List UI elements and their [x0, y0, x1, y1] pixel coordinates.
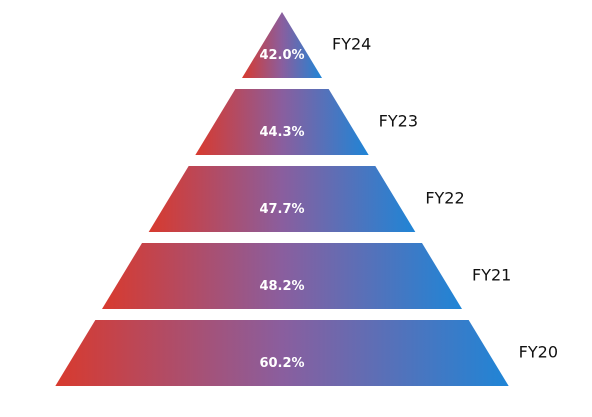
tier-value-label: 47.7% [259, 202, 304, 217]
tier-shape [55, 320, 509, 386]
tier-shape [148, 166, 416, 232]
tier-category-label: FY20 [519, 343, 558, 362]
tier-category-label: FY22 [425, 189, 464, 208]
tier-value-label: 60.2% [259, 356, 304, 371]
tier-category-label: FY24 [332, 35, 371, 54]
tier-value-label: 42.0% [259, 48, 304, 63]
tier-fy20: 60.2% FY20 [55, 320, 558, 386]
tier-shape [195, 89, 369, 155]
tier-fy21: 48.2% FY21 [102, 243, 511, 309]
tier-value-label: 48.2% [259, 279, 304, 294]
tier-fy22: 47.7% FY22 [148, 166, 465, 232]
tier-category-label: FY21 [472, 266, 511, 285]
tier-fy23: 44.3% FY23 [195, 89, 418, 155]
tier-shape [102, 243, 462, 309]
tier-category-label: FY23 [379, 112, 418, 131]
tier-fy24: 42.0% FY24 [242, 12, 371, 78]
tier-shape [242, 12, 322, 78]
tier-value-label: 44.3% [259, 125, 304, 140]
